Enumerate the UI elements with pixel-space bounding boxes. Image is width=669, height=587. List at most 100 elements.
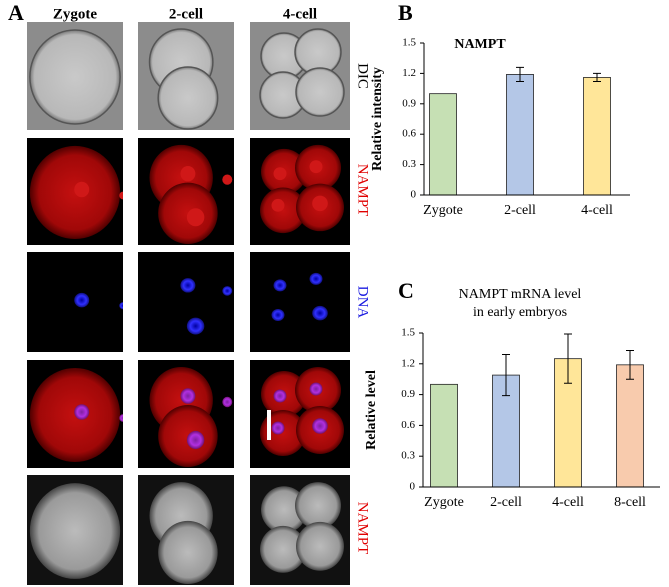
micrograph-content bbox=[250, 252, 350, 352]
chart-title: NAMPT mRNA level bbox=[459, 287, 582, 302]
nucleus bbox=[180, 278, 196, 293]
y-axis-label: Relative level bbox=[364, 370, 379, 450]
nucleus bbox=[222, 174, 233, 185]
scale-bar bbox=[267, 410, 271, 440]
nucleus bbox=[222, 396, 233, 408]
micrograph bbox=[138, 252, 234, 352]
cell bbox=[29, 29, 121, 125]
nucleus bbox=[119, 191, 123, 200]
micrograph bbox=[138, 360, 234, 468]
panel-label: C bbox=[398, 278, 414, 303]
micrograph-content bbox=[250, 475, 350, 585]
cell bbox=[295, 482, 341, 529]
micrograph bbox=[27, 138, 123, 245]
background bbox=[250, 252, 350, 352]
micrograph-content bbox=[138, 475, 234, 585]
bar bbox=[506, 74, 534, 196]
micrograph-content bbox=[138, 138, 234, 245]
nucleus bbox=[74, 181, 90, 198]
y-tick-label: 1.2 bbox=[401, 357, 415, 369]
column-header: 4-cell bbox=[283, 6, 317, 22]
cell bbox=[260, 525, 306, 573]
nucleus bbox=[312, 195, 328, 212]
micrograph bbox=[27, 22, 123, 130]
micrograph bbox=[138, 22, 234, 130]
y-tick-label: 1.2 bbox=[402, 67, 416, 79]
micrograph-content bbox=[138, 252, 234, 352]
row-label: NAMPT bbox=[355, 502, 371, 555]
micrograph-content bbox=[250, 138, 350, 245]
micrograph bbox=[138, 475, 234, 585]
cell bbox=[295, 67, 345, 117]
cell bbox=[296, 521, 344, 571]
micrograph-content bbox=[27, 22, 123, 130]
y-axis-label: Relative intensity bbox=[370, 67, 385, 171]
x-tick-label: 8-cell bbox=[614, 495, 646, 510]
nucleus bbox=[271, 308, 285, 321]
nucleus bbox=[119, 414, 123, 422]
y-tick-label: 0.3 bbox=[401, 450, 415, 462]
y-tick-label: 0.6 bbox=[402, 128, 416, 140]
y-tick-label: 0 bbox=[410, 481, 416, 493]
column-header: 2-cell bbox=[169, 6, 203, 22]
micrograph bbox=[27, 475, 123, 585]
micrograph bbox=[250, 138, 350, 245]
y-tick-label: 0.9 bbox=[401, 388, 415, 400]
x-tick-label: Zygote bbox=[424, 495, 464, 510]
cell bbox=[260, 410, 306, 456]
nucleus bbox=[222, 286, 233, 296]
y-tick-label: 1.5 bbox=[402, 37, 416, 49]
nucleus bbox=[273, 279, 287, 292]
error-bar bbox=[564, 333, 572, 384]
nucleus bbox=[186, 317, 205, 335]
nucleus bbox=[180, 388, 196, 404]
micrograph bbox=[27, 360, 123, 468]
x-tick-label: 2-cell bbox=[490, 495, 522, 510]
x-tick-label: 2-cell bbox=[504, 203, 536, 218]
micrograph-content bbox=[27, 475, 123, 585]
micrograph bbox=[250, 475, 350, 585]
nucleus bbox=[309, 160, 323, 174]
background bbox=[138, 252, 234, 352]
x-tick-label: 4-cell bbox=[581, 203, 613, 218]
x-tick-label: 4-cell bbox=[552, 495, 584, 510]
bar bbox=[616, 364, 644, 488]
y-tick-label: 1.5 bbox=[401, 327, 415, 339]
column-header: Zygote bbox=[53, 6, 98, 22]
cell bbox=[158, 520, 218, 584]
nucleus bbox=[309, 382, 323, 396]
cell bbox=[261, 486, 307, 534]
bar bbox=[583, 77, 611, 196]
x-tick-label: Zygote bbox=[423, 203, 463, 218]
nucleus bbox=[180, 165, 196, 182]
micrograph bbox=[138, 138, 234, 245]
error-bar bbox=[502, 354, 510, 397]
cell bbox=[157, 66, 219, 130]
cell bbox=[260, 187, 306, 234]
micrograph bbox=[250, 22, 350, 130]
panel-label: B bbox=[398, 0, 413, 25]
nucleus bbox=[271, 198, 285, 212]
y-tick-label: 0.3 bbox=[402, 158, 416, 170]
nucleus bbox=[309, 272, 323, 285]
nucleus bbox=[312, 305, 328, 321]
cell bbox=[29, 483, 121, 579]
error-bar bbox=[626, 349, 634, 380]
row-label: DNA bbox=[355, 286, 371, 319]
nucleus bbox=[186, 430, 205, 450]
error-bar bbox=[516, 66, 524, 83]
micrograph-content bbox=[27, 138, 123, 245]
row-label: DIC bbox=[355, 63, 371, 89]
nucleus bbox=[74, 404, 90, 420]
y-tick-label: 0.9 bbox=[402, 97, 416, 109]
nucleus bbox=[74, 292, 90, 308]
micrograph-content bbox=[250, 360, 350, 468]
bar bbox=[430, 383, 458, 488]
micrograph-content bbox=[138, 360, 234, 468]
nucleus bbox=[312, 418, 328, 434]
nucleus bbox=[271, 421, 285, 435]
nucleus bbox=[186, 208, 205, 227]
micrograph-content bbox=[27, 360, 123, 468]
error-bar bbox=[593, 72, 601, 83]
